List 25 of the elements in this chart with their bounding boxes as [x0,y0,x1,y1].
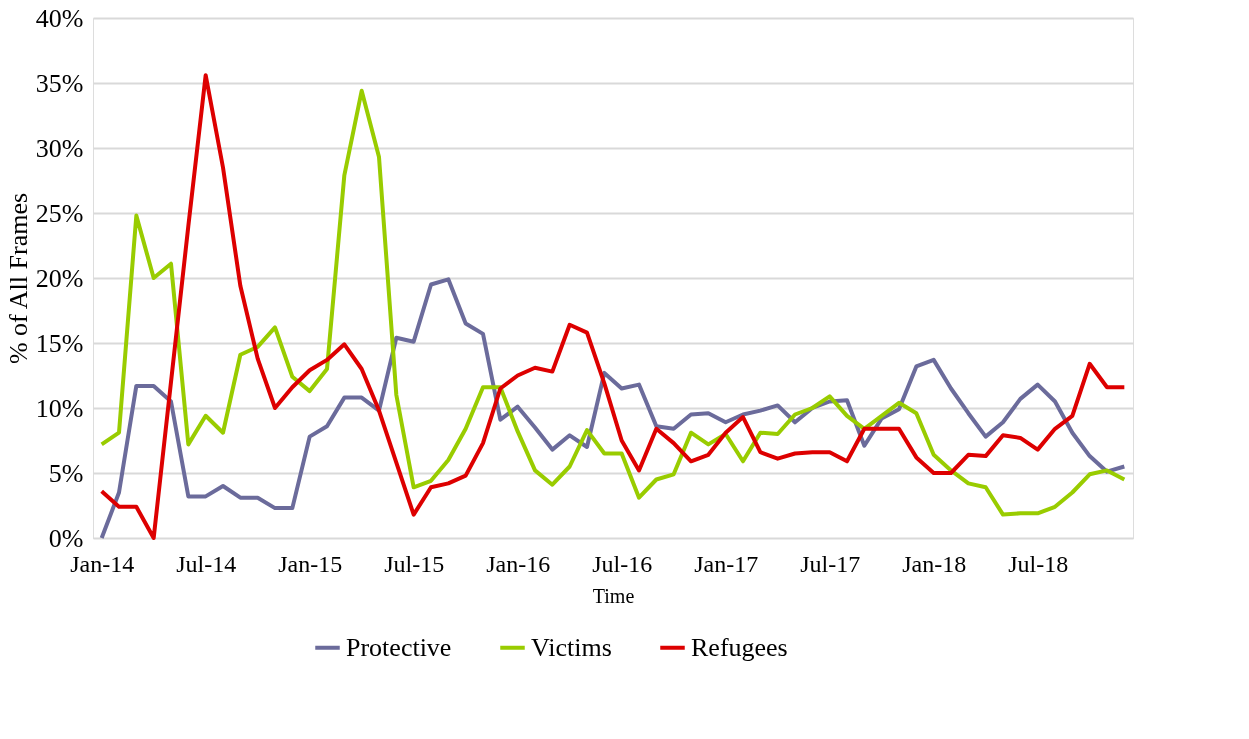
x-tick-label: Jul-18 [1008,550,1069,577]
y-tick-label: 35% [35,68,84,98]
y-tick-label: 10% [35,393,84,423]
x-tick-label: Jan-16 [486,550,551,577]
legend-label: Protective [346,632,452,662]
x-tick-label: Jul-15 [384,550,445,577]
y-tick-label: 15% [35,328,84,358]
y-tick-label: 0% [48,523,84,553]
x-tick-label: Jul-16 [592,550,653,577]
x-axis-title: Time [592,584,635,607]
line-series [99,277,1127,540]
y-tick-label: 30% [35,133,84,163]
y-tick-label: 20% [35,263,84,293]
x-tick-label: Jan-15 [278,550,343,577]
x-tick-label: Jul-17 [800,550,861,577]
y-axis-title: % of All Frames [3,192,33,365]
x-tick-label: Jan-17 [694,550,759,577]
legend-label: Victims [531,632,612,662]
x-tick-label: Jan-18 [902,550,967,577]
y-tick-label: 40% [35,3,84,33]
legend-label: Refugees [691,632,788,662]
y-tick-label: 5% [48,458,84,488]
x-tick-label: Jul-14 [176,550,237,577]
y-tick-label: 25% [35,198,84,228]
x-tick-label: Jan-14 [70,550,135,577]
